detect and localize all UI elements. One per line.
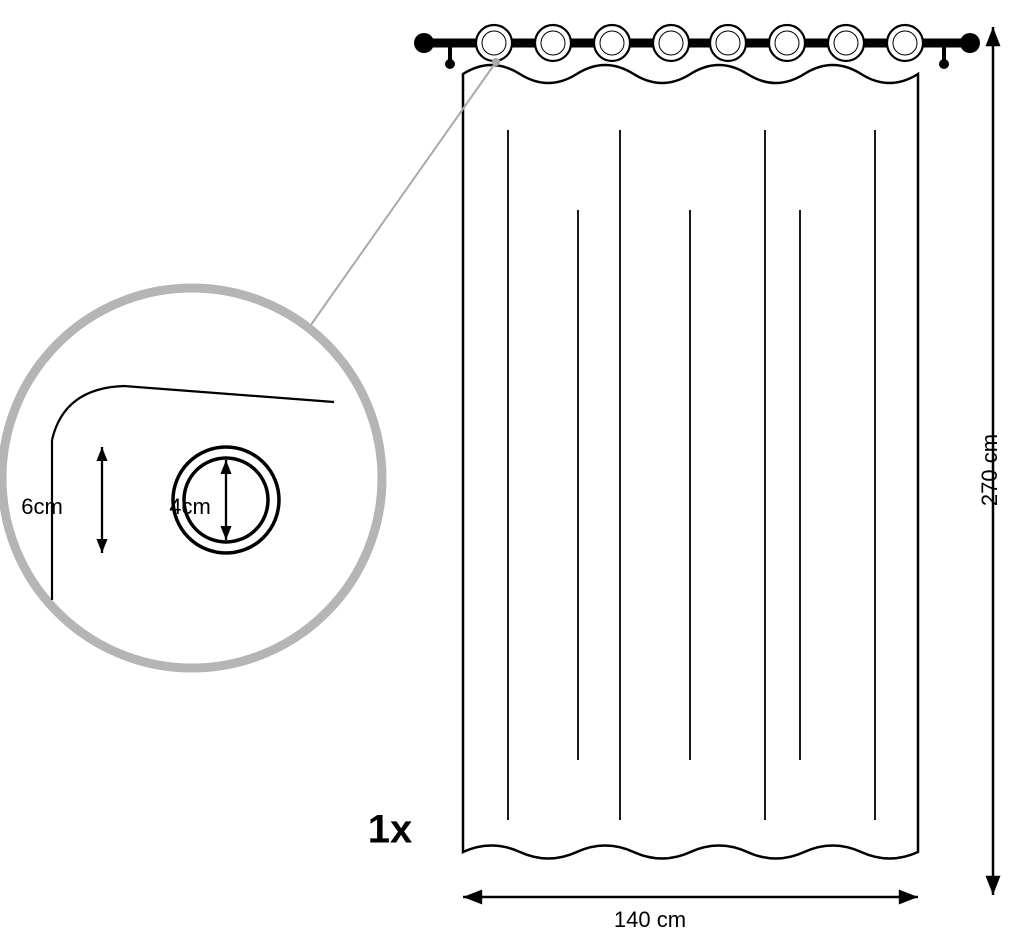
detail-leader-dot <box>492 58 500 66</box>
dim-height-label: 270 cm <box>977 434 1003 506</box>
detail-view <box>2 288 382 668</box>
dim-width <box>463 890 918 905</box>
curtain-body <box>463 65 918 859</box>
diagram-canvas <box>0 0 1020 935</box>
dim-width-label: 140 cm <box>614 907 686 933</box>
detail-inner-dim-label: 4cm <box>169 494 211 520</box>
quantity-label: 1x <box>368 808 413 853</box>
detail-outer-dim-label: 6cm <box>21 494 63 520</box>
